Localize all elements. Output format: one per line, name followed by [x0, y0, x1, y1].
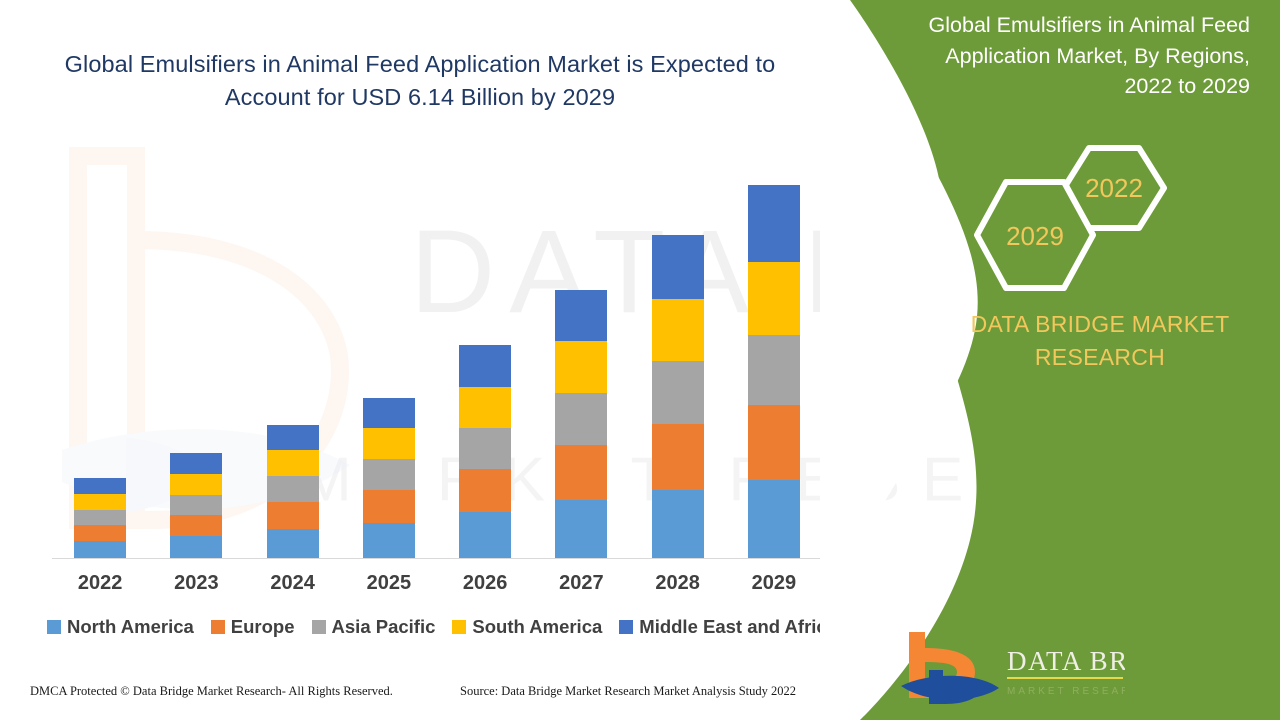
- x-tick-2025: 2025: [366, 572, 412, 594]
- x-axis-tick-labels: 2022 2023 2024 2025 2026 2027 2028 2029: [52, 572, 822, 602]
- x-axis-line: [52, 558, 822, 559]
- bar-segment: [651, 361, 704, 424]
- svg-text:DATA BRIDGE: DATA BRIDGE: [1007, 646, 1125, 676]
- bar-segment: [170, 453, 223, 474]
- bar-segment: [747, 335, 800, 405]
- bar-segment: [651, 235, 704, 299]
- x-tick-2029: 2029: [751, 572, 797, 594]
- stacked-bar: [555, 290, 608, 558]
- bar-segment: [747, 480, 800, 558]
- footer-copyright: DMCA Protected © Data Bridge Market Rese…: [30, 684, 393, 698]
- bar-segment: [555, 393, 608, 445]
- stacked-bar: [170, 453, 223, 558]
- bar-segment: [651, 490, 704, 558]
- bar-segment: [362, 523, 415, 558]
- bar-segment: [74, 541, 127, 558]
- bar-segment: [74, 478, 127, 494]
- legend-swatch-icon: [47, 620, 61, 634]
- stacked-bar: [266, 425, 319, 558]
- bar-segment: [170, 474, 223, 495]
- bar-segment: [459, 387, 512, 428]
- hexagon-badges: 2022 2029: [964, 140, 1184, 300]
- bar-segment: [266, 450, 319, 476]
- bar-segment: [651, 299, 704, 361]
- legend-label: Middle East and Africa: [639, 616, 837, 637]
- bar-segment: [74, 510, 127, 525]
- bar-group-2027: [533, 150, 629, 558]
- bar-segment: [362, 398, 415, 428]
- bar-segment: [459, 512, 512, 558]
- bar-segment: [651, 424, 704, 490]
- bar-segment: [362, 490, 415, 523]
- legend-item-middle-east-and-africa[interactable]: Middle East and Africa: [619, 616, 837, 638]
- stacked-bar: [362, 398, 415, 558]
- bar-segment: [74, 494, 127, 510]
- bar-segment: [266, 476, 319, 502]
- x-tick-2022: 2022: [77, 572, 123, 594]
- x-tick-2026: 2026: [462, 572, 508, 594]
- stacked-bar: [459, 345, 512, 558]
- legend-label: South America: [472, 616, 603, 637]
- x-tick-2024: 2024: [270, 572, 315, 594]
- legend-swatch-icon: [311, 620, 326, 634]
- bar-segment: [266, 425, 319, 450]
- hexagon-2029-outline: [974, 179, 1096, 291]
- legend-item-south-america[interactable]: South America: [452, 616, 602, 638]
- bar-group-2022: [52, 150, 148, 558]
- bar-group-2029: [726, 150, 822, 558]
- bar-segment: [266, 502, 319, 529]
- footer-source: Source: Data Bridge Market Research Mark…: [460, 684, 797, 698]
- bar-segment: [170, 495, 223, 515]
- svg-text:MARKET RESEARCH: MARKET RESEARCH: [1007, 686, 1125, 697]
- bar-group-2026: [437, 150, 533, 558]
- svg-text:2022: 2022: [1085, 173, 1143, 203]
- stacked-bar-chart: [52, 150, 822, 558]
- x-tick-2027: 2027: [559, 572, 604, 594]
- bar-segment: [555, 341, 608, 393]
- legend-item-asia-pacific[interactable]: Asia Pacific: [311, 616, 436, 638]
- bar-group-2023: [148, 150, 244, 558]
- bar-segment: [266, 529, 319, 558]
- bar-segment: [362, 428, 415, 459]
- bar-segment: [170, 536, 223, 558]
- bar-segment: [170, 515, 223, 536]
- bar-group-2025: [341, 150, 437, 558]
- bar-group-2028: [630, 150, 726, 558]
- bar-segment: [555, 445, 608, 500]
- legend-swatch-icon: [619, 620, 634, 634]
- bar-segment: [459, 469, 512, 512]
- legend-swatch-icon: [210, 620, 225, 634]
- data-bridge-logo: DATA BRIDGE MARKET RESEARCH: [895, 628, 1125, 706]
- bar-segment: [747, 185, 800, 262]
- bar-segment: [555, 500, 608, 558]
- stacked-bar: [651, 235, 704, 558]
- stacked-bar: [74, 478, 127, 558]
- brand-name: DATA BRIDGE MARKET RESEARCH: [970, 311, 1230, 371]
- legend-item-europe[interactable]: Europe: [210, 616, 295, 638]
- legend-item-north-america[interactable]: North America: [47, 616, 194, 638]
- bar-segment: [555, 290, 608, 341]
- bar-segment: [362, 459, 415, 490]
- bar-group-2024: [245, 150, 341, 558]
- page-title: Global Emulsifiers in Animal Feed Applic…: [64, 51, 776, 111]
- svg-text:2029: 2029: [1006, 221, 1064, 251]
- legend-swatch-icon: [452, 620, 467, 634]
- bar-segment: [747, 405, 800, 480]
- bar-segment: [459, 428, 512, 469]
- legend-label: Asia Pacific: [331, 616, 436, 637]
- legend-label: Europe: [230, 616, 295, 637]
- bar-segment: [747, 262, 800, 335]
- x-tick-2023: 2023: [174, 572, 219, 594]
- panel-heading: Global Emulsifiers in Animal Feed Applic…: [928, 13, 1250, 99]
- legend-label: North America: [67, 616, 194, 637]
- bar-segment: [74, 525, 127, 541]
- bar-segment: [459, 345, 512, 387]
- stacked-bar: [747, 185, 800, 558]
- x-tick-2028: 2028: [655, 572, 700, 594]
- chart-legend: North America Europe Asia Pacific South Ame…: [47, 616, 837, 638]
